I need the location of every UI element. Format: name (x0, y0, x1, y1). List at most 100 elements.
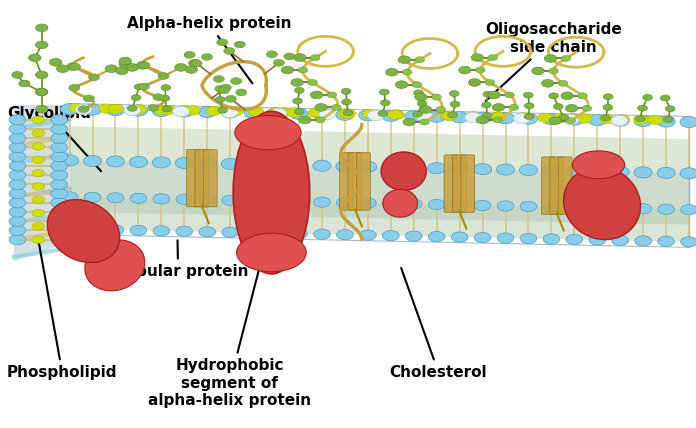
Circle shape (9, 143, 26, 153)
Circle shape (633, 115, 649, 125)
Circle shape (84, 224, 101, 235)
Circle shape (9, 225, 26, 235)
Circle shape (473, 163, 491, 175)
Circle shape (294, 54, 306, 62)
FancyBboxPatch shape (550, 157, 564, 214)
Circle shape (61, 104, 79, 115)
Circle shape (51, 207, 68, 217)
Text: Globular protein: Globular protein (108, 240, 248, 279)
Circle shape (32, 209, 45, 217)
Circle shape (382, 199, 399, 209)
Circle shape (566, 118, 576, 124)
Circle shape (657, 116, 675, 127)
Circle shape (32, 156, 45, 163)
Circle shape (189, 59, 201, 67)
Circle shape (403, 118, 416, 126)
Circle shape (428, 232, 445, 242)
Circle shape (603, 104, 612, 110)
Circle shape (132, 104, 147, 114)
Circle shape (32, 183, 45, 190)
Circle shape (611, 116, 628, 126)
Circle shape (314, 197, 331, 207)
Circle shape (485, 80, 495, 86)
Circle shape (488, 55, 498, 61)
Circle shape (482, 102, 491, 108)
Circle shape (483, 91, 493, 97)
FancyBboxPatch shape (340, 153, 354, 210)
Circle shape (226, 95, 237, 102)
Circle shape (663, 116, 673, 122)
Circle shape (520, 233, 537, 244)
Circle shape (56, 65, 69, 73)
Circle shape (404, 162, 422, 173)
Circle shape (398, 56, 411, 64)
Circle shape (9, 198, 26, 208)
FancyBboxPatch shape (444, 155, 458, 212)
Circle shape (474, 200, 491, 211)
Circle shape (134, 84, 144, 90)
Circle shape (389, 110, 404, 119)
Circle shape (310, 55, 320, 61)
Circle shape (387, 110, 402, 119)
Circle shape (298, 67, 308, 73)
Circle shape (310, 91, 323, 99)
Circle shape (680, 116, 696, 128)
FancyBboxPatch shape (203, 149, 217, 207)
Polygon shape (70, 197, 689, 242)
Circle shape (162, 106, 172, 112)
Circle shape (49, 59, 62, 66)
Circle shape (359, 110, 377, 121)
Circle shape (436, 107, 445, 113)
Circle shape (490, 112, 505, 122)
Circle shape (516, 113, 531, 122)
Text: Oligosaccharide
side chain: Oligosaccharide side chain (485, 22, 622, 101)
Circle shape (419, 106, 432, 113)
Circle shape (496, 164, 514, 175)
Circle shape (561, 56, 571, 62)
FancyBboxPatch shape (187, 149, 200, 207)
Circle shape (223, 48, 235, 54)
Circle shape (106, 104, 125, 116)
Circle shape (124, 105, 141, 116)
Circle shape (451, 232, 468, 242)
Circle shape (9, 152, 26, 162)
Circle shape (544, 55, 557, 62)
Circle shape (51, 170, 68, 180)
Circle shape (553, 113, 568, 123)
Circle shape (245, 196, 262, 206)
Circle shape (248, 107, 264, 116)
Circle shape (367, 110, 384, 121)
Circle shape (198, 158, 216, 169)
FancyBboxPatch shape (348, 153, 362, 210)
Circle shape (497, 233, 514, 243)
Circle shape (402, 69, 412, 75)
Circle shape (228, 107, 244, 116)
Circle shape (451, 200, 468, 210)
Circle shape (36, 89, 47, 95)
Circle shape (543, 234, 560, 244)
Circle shape (514, 113, 530, 124)
Circle shape (284, 53, 295, 60)
Circle shape (405, 231, 422, 241)
Circle shape (450, 101, 460, 107)
Circle shape (69, 103, 84, 113)
Circle shape (343, 110, 353, 116)
Circle shape (634, 167, 652, 178)
Circle shape (341, 88, 351, 94)
Circle shape (382, 231, 399, 241)
Circle shape (127, 105, 137, 111)
Circle shape (32, 196, 45, 204)
Circle shape (270, 108, 287, 119)
Circle shape (293, 98, 303, 104)
Circle shape (175, 64, 187, 71)
Circle shape (199, 227, 216, 237)
Circle shape (69, 84, 80, 91)
Circle shape (475, 67, 485, 73)
Circle shape (315, 117, 325, 123)
Circle shape (520, 201, 537, 211)
Circle shape (432, 94, 441, 100)
Circle shape (51, 216, 68, 226)
Circle shape (413, 111, 422, 117)
Circle shape (428, 199, 445, 210)
Circle shape (558, 80, 568, 86)
